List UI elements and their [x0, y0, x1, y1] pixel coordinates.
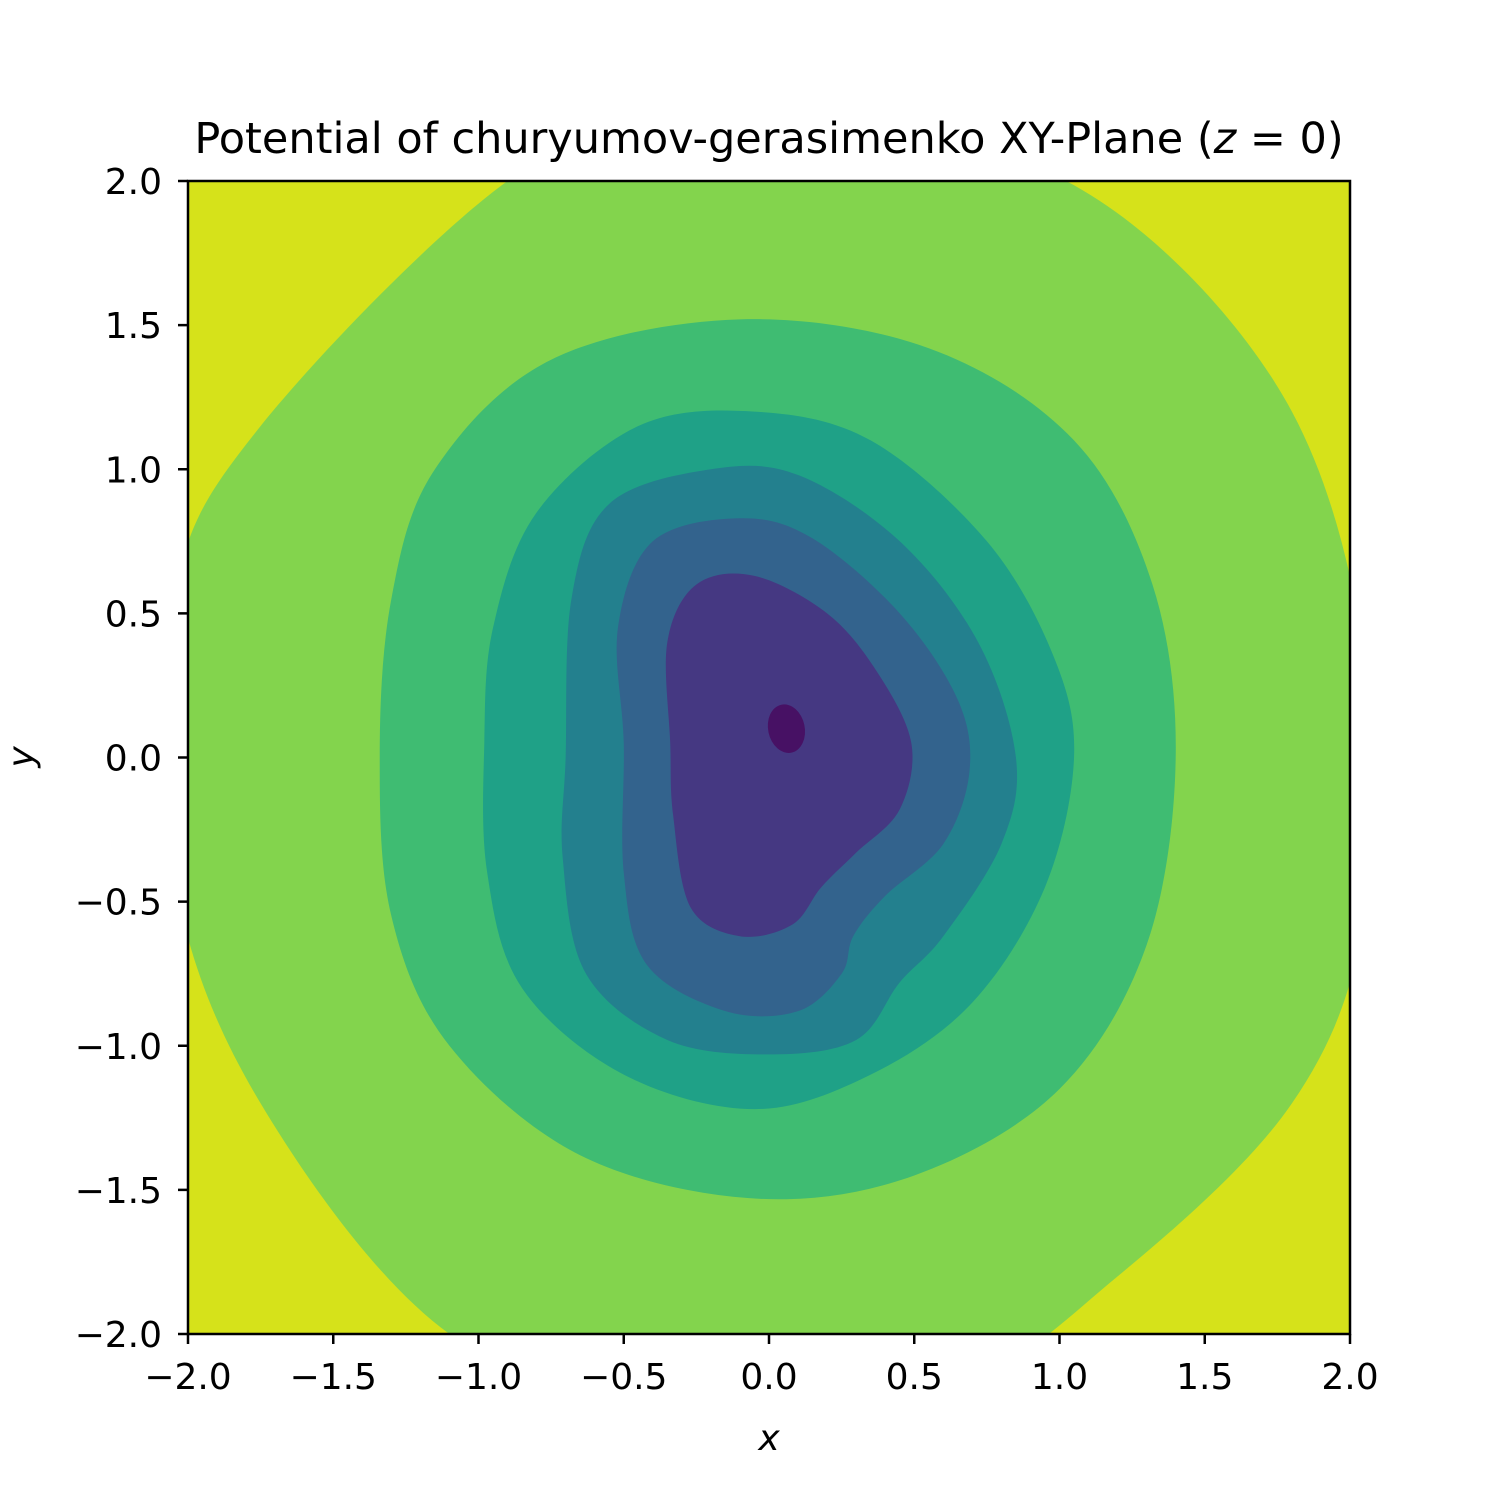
y-axis-label: y	[1, 746, 42, 769]
y-tick-label: −0.5	[75, 883, 162, 924]
y-tick-label: −1.5	[75, 1171, 162, 1212]
x-tick-label: 0.5	[886, 1357, 943, 1398]
y-tick-label: −2.0	[75, 1315, 162, 1356]
x-tick-label: −0.5	[580, 1357, 667, 1398]
x-axis-label: x	[757, 1418, 780, 1459]
x-tick-label: −1.0	[435, 1357, 522, 1398]
contour-level-6	[665, 573, 913, 937]
y-tick-label: 1.0	[105, 450, 162, 491]
x-tick-label: −1.5	[290, 1357, 377, 1398]
contour-level-7	[767, 704, 806, 753]
y-tick-label: 0.5	[105, 594, 162, 635]
y-tick-label: 0.0	[105, 739, 162, 780]
x-tick-label: −2.0	[144, 1357, 231, 1398]
x-tick-label: 1.0	[1031, 1357, 1088, 1398]
y-tick-label: 2.0	[105, 162, 162, 203]
y-tick-label: −1.0	[75, 1027, 162, 1068]
y-tick-label: 1.5	[105, 306, 162, 347]
chart-title: Potential of churyumov-gerasimenko XY-Pl…	[194, 114, 1343, 164]
y-axis-ticks: −2.0 −1.5 −1.0 −0.5 0.0 0.5 1.0 1.5 2.0	[75, 162, 188, 1356]
x-tick-label: 1.5	[1176, 1357, 1233, 1398]
plot-area	[188, 181, 1350, 1334]
x-axis-ticks: −2.0 −1.5 −1.0 −0.5 0.0 0.5 1.0 1.5 2.0	[144, 1334, 1379, 1398]
x-tick-label: 2.0	[1321, 1357, 1378, 1398]
contour-levels	[188, 181, 1350, 1334]
x-tick-label: 0.0	[740, 1357, 797, 1398]
